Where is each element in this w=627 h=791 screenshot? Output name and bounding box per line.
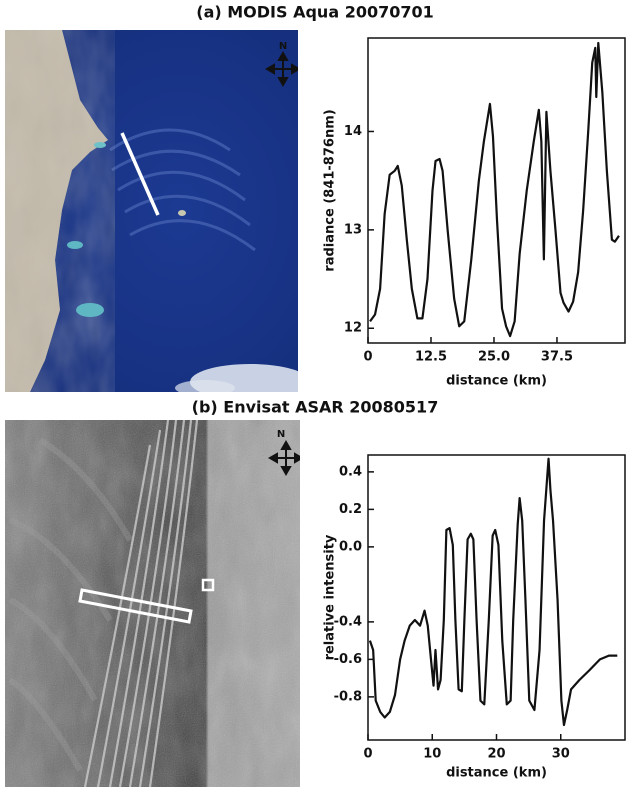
- plot-frame: [367, 37, 626, 344]
- x-tick-label: 10: [423, 747, 441, 762]
- panel-title: (b) Envisat ASAR 20080517: [192, 398, 439, 417]
- y-tick-label: -0.4: [334, 614, 362, 629]
- plot-frame: [367, 454, 626, 741]
- sar-image-b: [5, 420, 300, 787]
- x-tick-label: 0: [363, 747, 372, 762]
- satellite-image-a: [5, 30, 298, 392]
- y-tick-label: 0.4: [339, 464, 362, 479]
- x-axis-label: distance (km): [446, 766, 547, 781]
- north-label: N: [277, 429, 285, 440]
- x-tick-label: 20: [487, 747, 505, 762]
- y-tick-label: -0.6: [334, 652, 362, 667]
- y-tick-label: 14: [344, 124, 362, 139]
- x-tick-label: 37.5: [541, 350, 573, 365]
- x-axis-label: distance (km): [446, 374, 547, 389]
- panel-title: (a) MODIS Aqua 20070701: [196, 3, 434, 22]
- y-tick-label: -0.8: [334, 689, 362, 704]
- north-label: N: [279, 41, 287, 52]
- data-line: [368, 457, 618, 727]
- y-tick-label: 0.0: [339, 539, 362, 554]
- y-tick-label: 12: [344, 321, 362, 336]
- x-tick-label: 0: [363, 350, 372, 365]
- y-axis-label: radiance (841-876nm): [323, 109, 338, 271]
- y-axis-label: relative intensity: [323, 534, 338, 660]
- y-tick-label: 13: [344, 222, 362, 237]
- x-tick-label: 30: [552, 747, 570, 762]
- x-tick-label: 25.0: [478, 350, 510, 365]
- y-tick-label: 0.2: [339, 502, 362, 517]
- x-tick-label: 12.5: [415, 350, 447, 365]
- data-line: [369, 41, 620, 338]
